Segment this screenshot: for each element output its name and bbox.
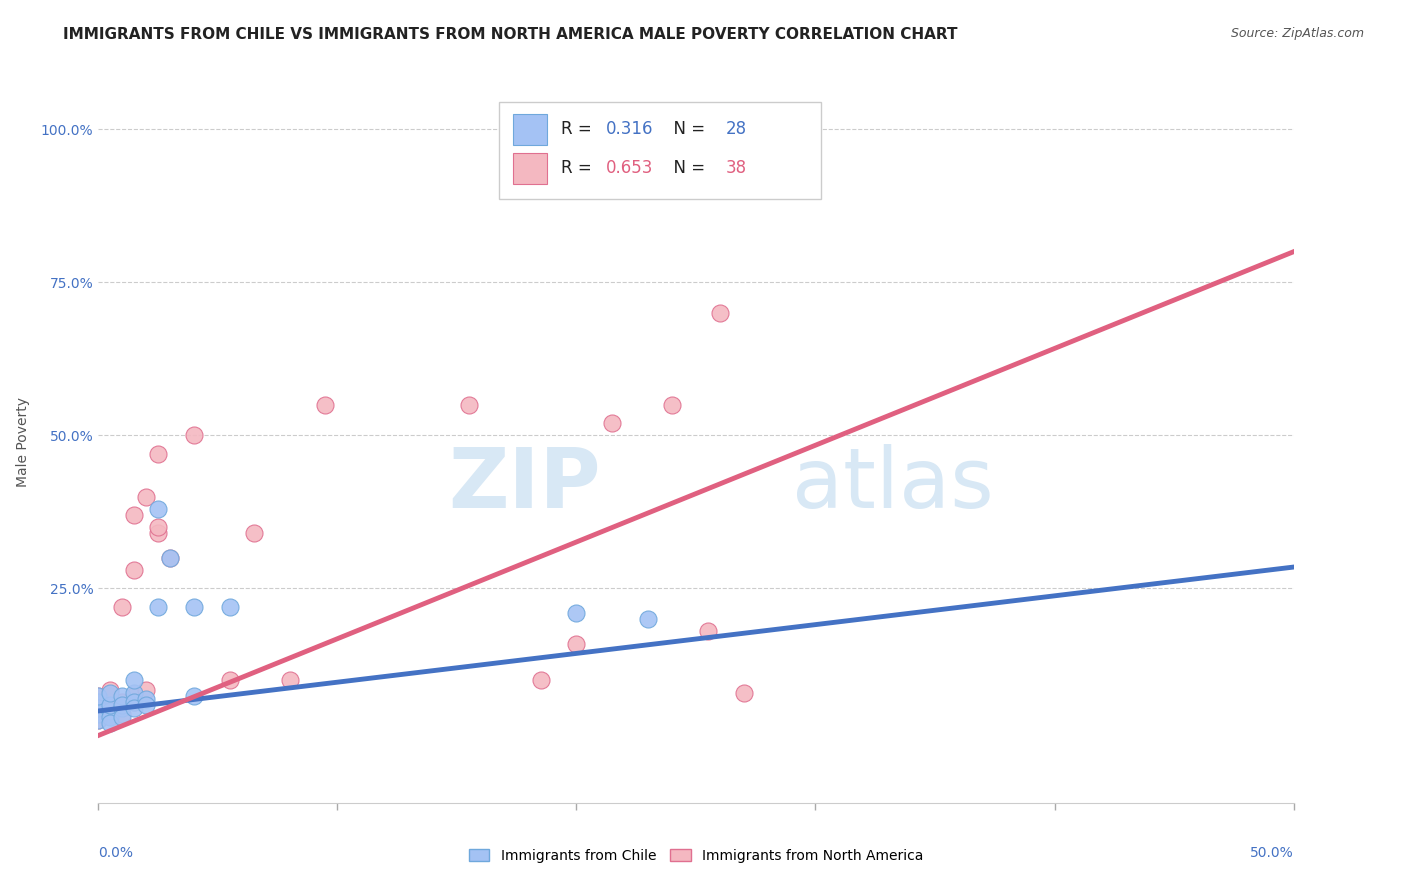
Point — [98, 682, 122, 697]
Point — [183, 689, 205, 703]
Text: R =: R = — [561, 120, 598, 138]
Point — [148, 502, 170, 516]
Point — [637, 612, 659, 626]
Point — [87, 706, 110, 721]
FancyBboxPatch shape — [513, 114, 547, 145]
Point — [111, 701, 134, 715]
Point — [98, 710, 122, 724]
Point — [124, 685, 146, 699]
Point — [87, 701, 110, 715]
Point — [530, 673, 553, 688]
Text: 50.0%: 50.0% — [1250, 847, 1294, 860]
Point — [98, 704, 122, 718]
Point — [87, 695, 110, 709]
Point — [148, 520, 170, 534]
Point — [183, 599, 205, 614]
Point — [148, 526, 170, 541]
Point — [565, 184, 588, 198]
Text: 0.316: 0.316 — [606, 120, 654, 138]
Point — [111, 710, 134, 724]
FancyBboxPatch shape — [499, 102, 821, 200]
Point — [124, 695, 146, 709]
Point — [124, 673, 146, 688]
Point — [124, 563, 146, 577]
Point — [87, 713, 110, 727]
Point — [111, 698, 134, 712]
Point — [98, 716, 122, 731]
Point — [87, 706, 110, 721]
Point — [87, 701, 110, 715]
Point — [565, 637, 588, 651]
Point — [219, 673, 242, 688]
Point — [87, 713, 110, 727]
Point — [98, 689, 122, 703]
Point — [98, 701, 122, 715]
Point — [243, 526, 266, 541]
Point — [219, 599, 242, 614]
Text: N =: N = — [662, 160, 710, 178]
Point — [183, 428, 205, 442]
Text: ZIP: ZIP — [449, 444, 600, 525]
Point — [111, 599, 134, 614]
Point — [697, 624, 720, 639]
Point — [87, 689, 110, 703]
Point — [111, 706, 134, 721]
Point — [278, 673, 301, 688]
Text: Source: ZipAtlas.com: Source: ZipAtlas.com — [1230, 27, 1364, 40]
Point — [148, 599, 170, 614]
Point — [661, 398, 683, 412]
Point — [697, 122, 720, 136]
Point — [159, 550, 181, 565]
FancyBboxPatch shape — [513, 153, 547, 184]
Point — [124, 701, 146, 715]
Point — [709, 306, 731, 320]
Point — [315, 398, 337, 412]
Point — [124, 508, 146, 522]
Point — [159, 550, 181, 565]
Y-axis label: Male Poverty: Male Poverty — [15, 397, 30, 486]
Text: R =: R = — [561, 160, 598, 178]
Point — [87, 689, 110, 703]
Point — [135, 698, 157, 712]
Text: 38: 38 — [725, 160, 747, 178]
Point — [98, 685, 122, 699]
Text: N =: N = — [662, 120, 710, 138]
Text: 0.653: 0.653 — [606, 160, 654, 178]
Point — [135, 691, 157, 706]
Text: IMMIGRANTS FROM CHILE VS IMMIGRANTS FROM NORTH AMERICA MALE POVERTY CORRELATION : IMMIGRANTS FROM CHILE VS IMMIGRANTS FROM… — [63, 27, 957, 42]
Legend: Immigrants from Chile, Immigrants from North America: Immigrants from Chile, Immigrants from N… — [463, 843, 929, 868]
Point — [111, 695, 134, 709]
Point — [458, 398, 481, 412]
Point — [124, 695, 146, 709]
Point — [98, 698, 122, 712]
Point — [602, 416, 624, 430]
Point — [87, 695, 110, 709]
Point — [565, 606, 588, 620]
Point — [111, 689, 134, 703]
Point — [98, 695, 122, 709]
Point — [733, 685, 755, 699]
Text: atlas: atlas — [792, 444, 993, 525]
Point — [148, 447, 170, 461]
Point — [111, 701, 134, 715]
Point — [135, 490, 157, 504]
Text: 28: 28 — [725, 120, 747, 138]
Point — [124, 689, 146, 703]
Point — [135, 682, 157, 697]
Text: 0.0%: 0.0% — [98, 847, 134, 860]
